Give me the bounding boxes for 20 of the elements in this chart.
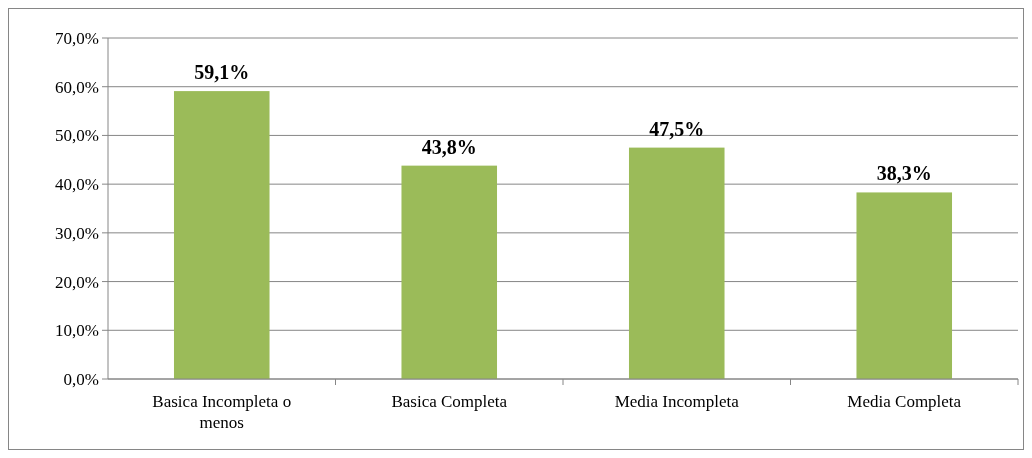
- y-tick-label: 0,0%: [63, 369, 99, 389]
- y-tick-label: 10,0%: [55, 321, 99, 341]
- data-label: 47,5%: [649, 117, 705, 140]
- bar: [856, 192, 953, 379]
- y-tick-label: 20,0%: [55, 272, 99, 292]
- x-tick-label: Basica Completa: [391, 392, 508, 411]
- data-label: 59,1%: [194, 61, 250, 84]
- y-tick-label: 70,0%: [55, 28, 99, 48]
- x-tick-label: Media Incompleta: [614, 392, 740, 411]
- bar: [173, 91, 270, 379]
- x-tick-label: Media Completa: [847, 392, 962, 411]
- y-tick-label: 60,0%: [55, 77, 99, 97]
- y-tick-label: 50,0%: [55, 126, 99, 146]
- bar: [628, 147, 725, 379]
- y-tick-label: 40,0%: [55, 175, 99, 195]
- x-tick-label: Basica Incompleta o menos: [152, 392, 292, 432]
- data-label: 38,3%: [876, 162, 932, 185]
- data-label: 43,8%: [421, 135, 477, 158]
- y-tick-label: 30,0%: [55, 223, 99, 243]
- bar: [401, 165, 498, 379]
